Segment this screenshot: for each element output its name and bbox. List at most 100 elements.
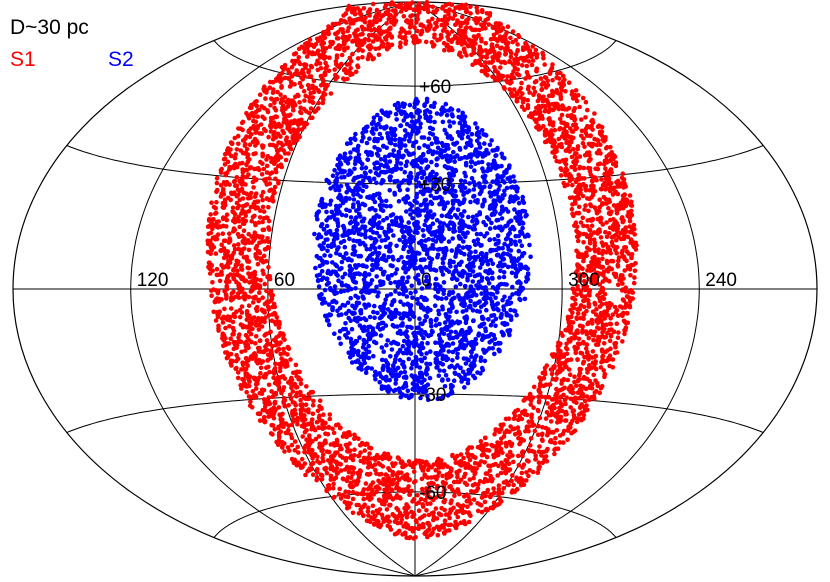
data-point xyxy=(324,487,330,493)
data-point xyxy=(264,196,270,201)
data-point xyxy=(571,135,576,141)
data-point xyxy=(246,247,252,253)
data-point xyxy=(258,208,263,213)
data-point xyxy=(570,96,576,101)
data-point xyxy=(362,19,368,25)
data-point xyxy=(578,383,583,389)
data-point xyxy=(216,288,221,294)
data-point xyxy=(242,341,248,346)
data-point xyxy=(276,425,281,431)
data-point xyxy=(266,382,272,388)
data-point xyxy=(365,465,371,470)
data-point xyxy=(532,428,538,434)
data-point xyxy=(234,175,240,180)
data-point xyxy=(603,196,609,202)
data-point xyxy=(375,37,380,42)
data-point xyxy=(570,397,575,402)
data-point xyxy=(447,119,452,124)
data-point xyxy=(236,295,242,301)
data-point xyxy=(348,58,354,64)
data-point xyxy=(578,315,583,321)
data-point xyxy=(276,380,282,386)
data-point xyxy=(545,138,551,143)
data-point xyxy=(343,456,349,461)
data-point xyxy=(548,412,554,418)
data-point xyxy=(575,378,581,384)
data-point xyxy=(608,334,614,339)
data-point xyxy=(220,231,226,236)
data-point xyxy=(452,12,458,18)
data-point xyxy=(371,522,377,527)
data-point xyxy=(327,412,333,417)
data-point xyxy=(320,452,326,457)
data-point xyxy=(558,70,563,76)
data-point xyxy=(279,84,284,89)
data-point xyxy=(279,107,285,113)
data-point xyxy=(370,1,376,7)
data-point xyxy=(589,321,595,326)
data-point xyxy=(250,300,256,305)
data-point xyxy=(289,442,295,448)
data-point xyxy=(344,505,350,511)
data-point xyxy=(473,41,478,46)
data-point xyxy=(298,402,303,408)
data-point xyxy=(275,122,281,127)
data-point xyxy=(393,495,399,500)
data-point xyxy=(537,384,543,389)
data-point xyxy=(206,264,211,270)
data-point xyxy=(533,456,539,462)
data-point xyxy=(360,490,366,495)
data-point xyxy=(240,360,245,366)
data-point xyxy=(232,246,238,252)
data-point xyxy=(330,39,336,45)
data-point xyxy=(576,172,581,178)
data-point xyxy=(430,16,435,22)
data-point xyxy=(517,239,523,244)
data-point xyxy=(233,294,238,300)
data-point xyxy=(262,404,268,409)
data-point xyxy=(369,515,374,520)
data-point xyxy=(347,448,353,454)
data-point xyxy=(271,415,277,421)
data-point xyxy=(448,484,454,489)
data-point xyxy=(337,486,343,492)
data-point xyxy=(414,20,419,25)
data-point xyxy=(541,383,547,389)
data-point xyxy=(352,11,358,17)
data-point xyxy=(570,303,575,308)
data-point xyxy=(521,482,527,488)
data-point xyxy=(541,375,547,381)
data-point xyxy=(343,489,348,495)
data-point xyxy=(229,291,235,296)
data-point xyxy=(269,389,274,394)
data-point xyxy=(404,472,410,477)
data-point xyxy=(479,459,484,464)
data-point xyxy=(376,519,381,524)
data-point xyxy=(471,34,477,39)
data-point xyxy=(254,243,260,249)
data-point xyxy=(597,130,603,136)
data-point xyxy=(466,16,471,22)
data-point xyxy=(606,206,611,211)
data-point xyxy=(347,16,352,21)
data-point xyxy=(403,463,409,468)
data-point xyxy=(258,370,263,376)
data-point xyxy=(223,350,228,355)
data-point xyxy=(433,10,438,15)
data-point xyxy=(369,487,375,493)
data-point xyxy=(311,398,316,404)
data-point xyxy=(519,104,525,109)
data-point xyxy=(285,445,291,450)
data-point xyxy=(318,472,324,478)
data-point xyxy=(574,316,580,322)
data-point xyxy=(527,75,532,80)
data-point xyxy=(288,79,294,85)
data-point xyxy=(222,288,227,294)
data-point xyxy=(302,413,307,418)
data-point xyxy=(632,275,637,280)
data-point xyxy=(312,109,318,115)
data-point xyxy=(284,141,289,147)
data-point xyxy=(266,239,271,245)
data-point xyxy=(323,440,329,446)
data-point xyxy=(531,384,537,390)
